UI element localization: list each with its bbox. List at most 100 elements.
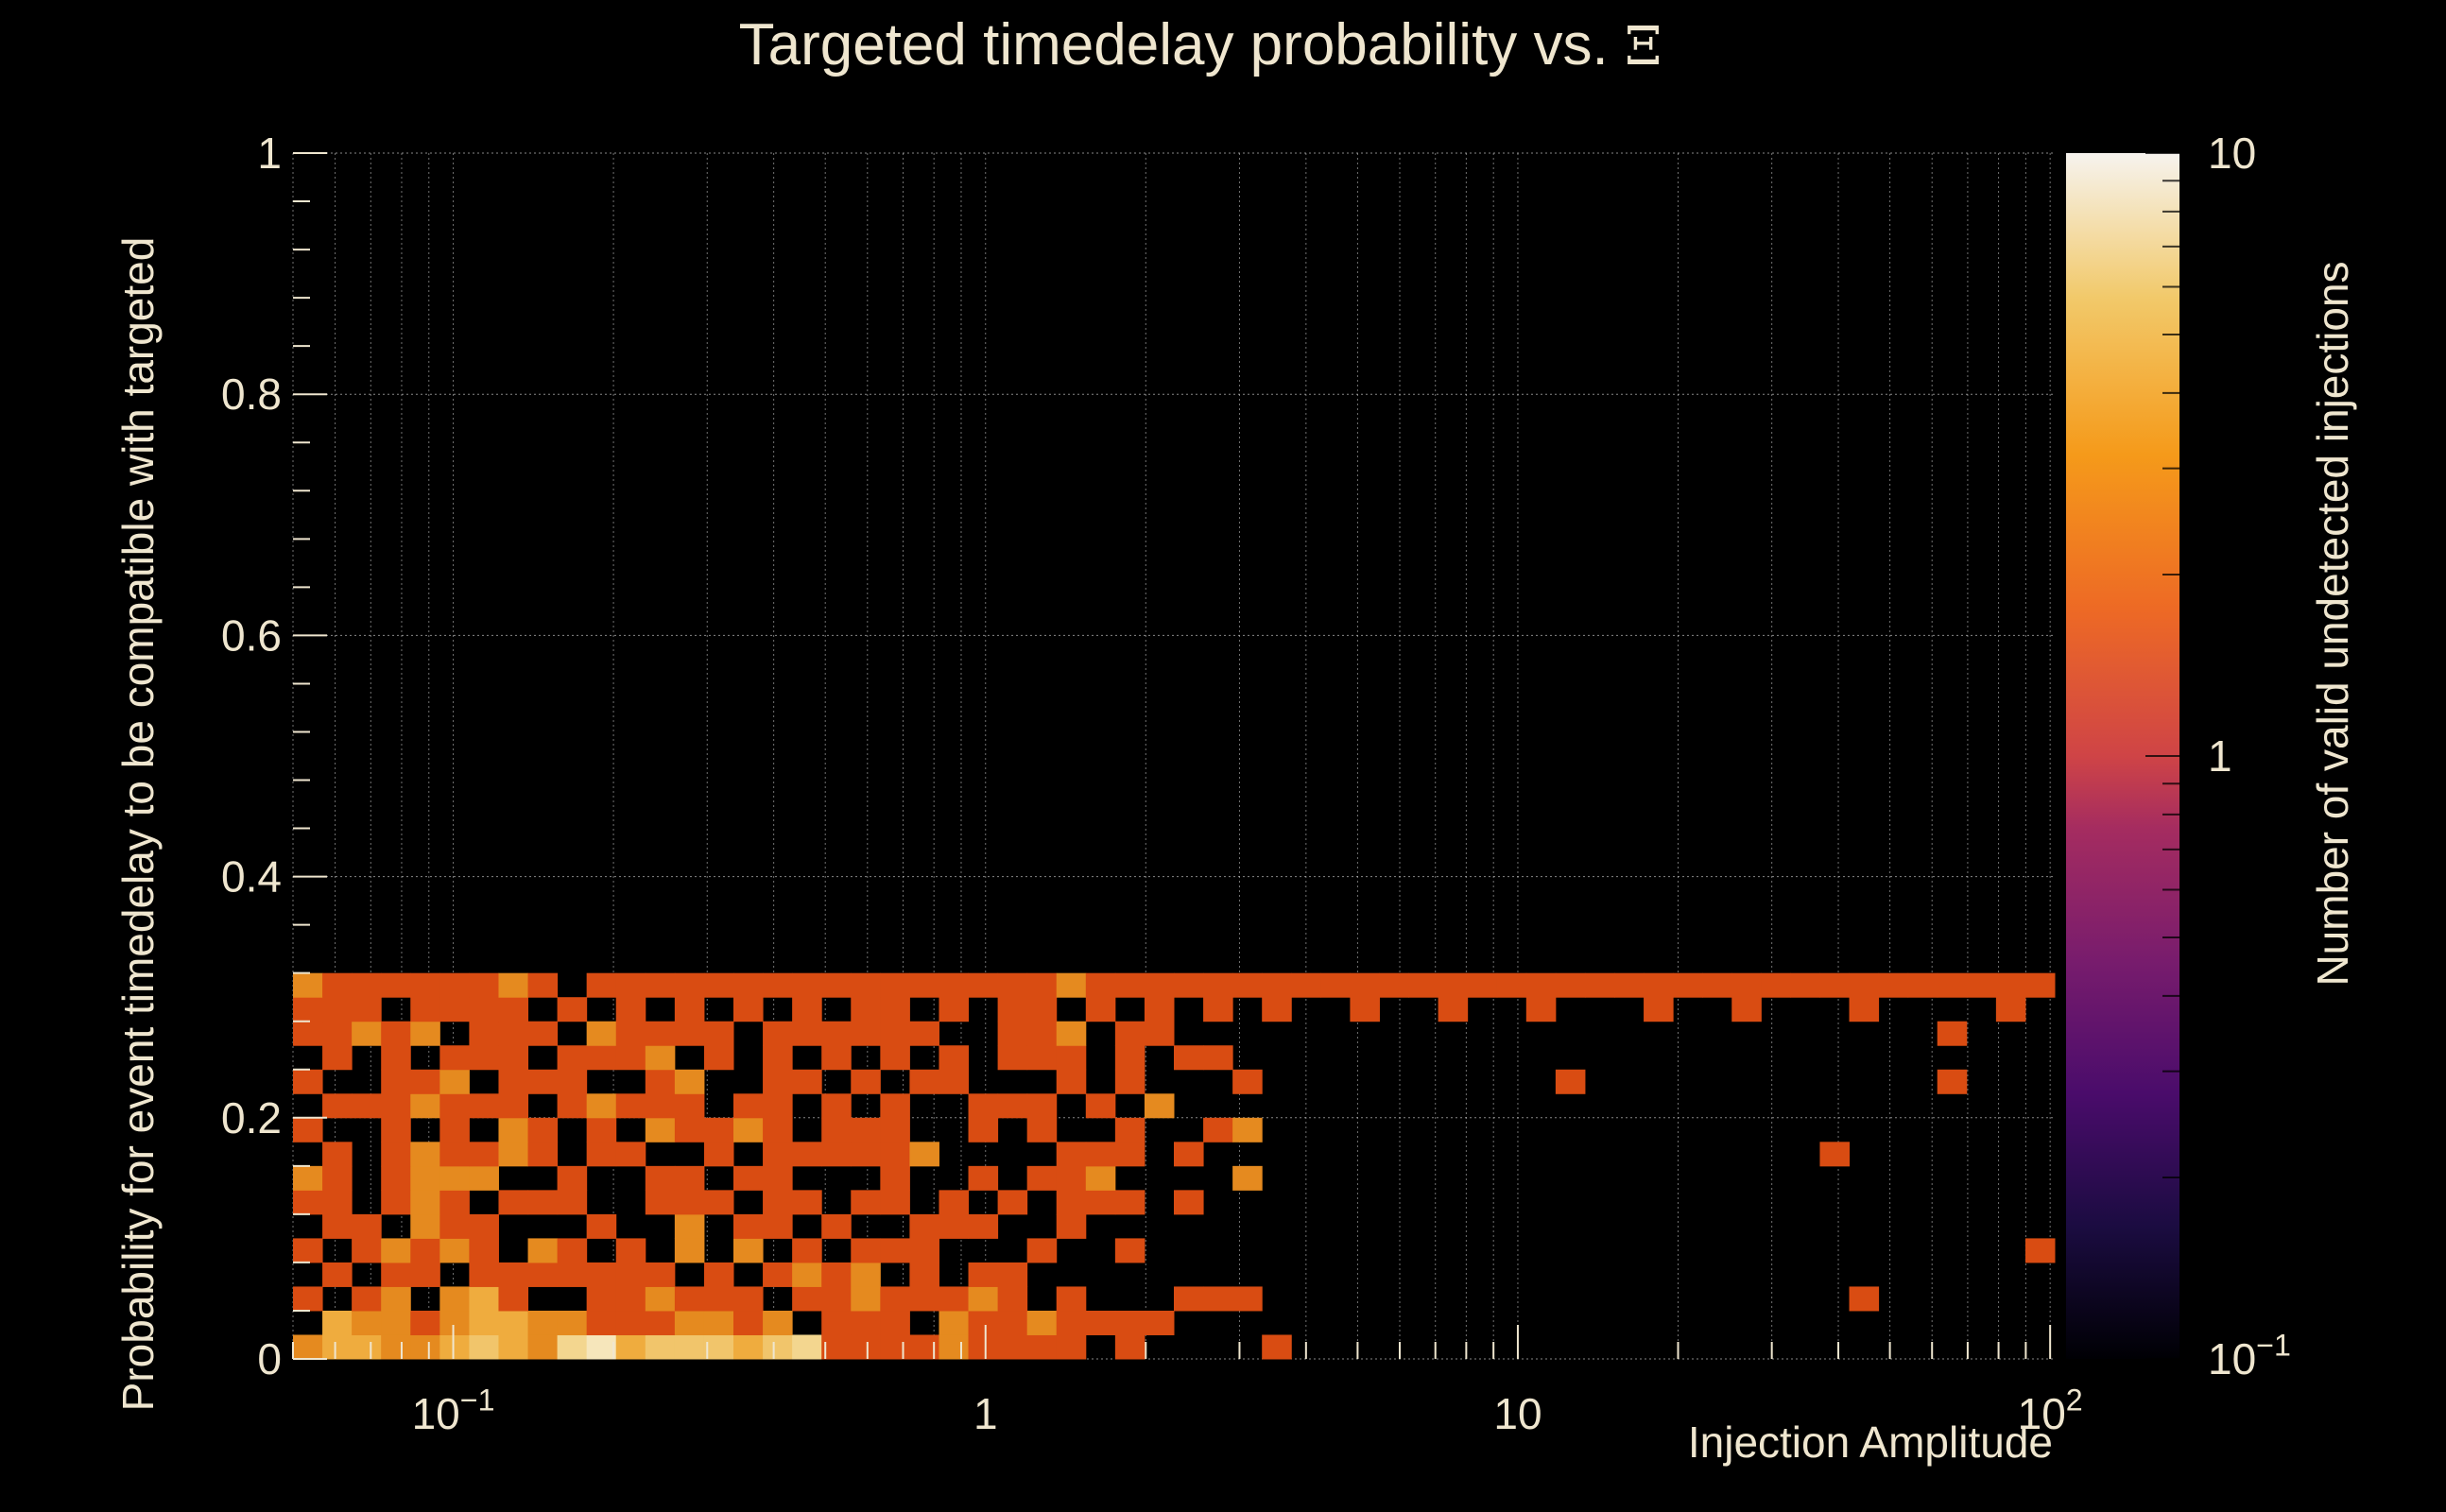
heatmap-cell [703,1262,734,1287]
heatmap-cell [469,1021,499,1046]
heatmap-cell [293,1117,323,1143]
heatmap-cell [439,1142,470,1167]
heatmap-cell [645,1190,676,1215]
heatmap-cell [293,1334,323,1360]
heatmap-cell [1026,1117,1058,1143]
heatmap-cell [733,1310,764,1335]
heatmap-cell [1056,1165,1087,1191]
heatmap-cell [1849,1286,1880,1312]
heatmap-cell [1379,972,1410,998]
heatmap-cell [469,1286,499,1312]
heatmap-cell [293,1165,323,1191]
heatmap-cell [498,1190,529,1215]
x-tick-label-exp: 2 [2066,1383,2083,1418]
heatmap-cell [527,1069,559,1094]
heatmap-cell [763,1021,793,1046]
heatmap-cell [733,997,764,1022]
heatmap-cell [792,1069,822,1094]
heatmap-cell [1056,1334,1087,1360]
heatmap-cell [498,1045,529,1071]
heatmap-cell [586,1093,617,1119]
heatmap-cell [1849,997,1880,1022]
heatmap-cell [1114,1021,1145,1046]
heatmap-cell [997,1310,1028,1335]
heatmap-cell [557,1045,588,1071]
heatmap-cell [645,1021,676,1046]
heatmap-cell [703,1190,734,1215]
heatmap-cell [997,1190,1028,1215]
heatmap-cell [381,1165,411,1191]
heatmap-cell [763,1165,793,1191]
colorbar-label: Number of valid undetected injections [2308,261,2357,986]
heatmap-cell [527,972,559,998]
heatmap-cell [410,1142,440,1167]
heatmap-cell [703,1286,734,1312]
heatmap-cell [1438,997,1469,1022]
heatmap-cell [557,1262,588,1287]
heatmap-cell [1232,1117,1263,1143]
heatmap-cell [1584,972,1615,998]
heatmap-cell [498,1286,529,1312]
heatmap-cell [880,972,910,998]
heatmap-cell [381,1238,411,1263]
heatmap-cell [1262,972,1292,998]
heatmap-cell [1203,997,1233,1022]
y-tick-label: 0 [257,1334,282,1383]
heatmap-cell [1056,1190,1087,1215]
heatmap-cell [880,1238,910,1263]
heatmap-cell [1056,1021,1087,1046]
heatmap-cell [939,1286,970,1312]
heatmap-cell [821,1262,852,1287]
heatmap-cell [792,1190,822,1215]
heatmap-cell [586,1262,617,1287]
heatmap-cell [1144,1021,1175,1046]
heatmap-cell [733,1213,764,1239]
colorbar-tick-label-base: 10 [2208,1334,2256,1383]
heatmap-cell [968,1310,999,1335]
heatmap-cell [352,1213,382,1239]
heatmap-cell [880,1045,910,1071]
heatmap-cells [293,972,2056,1360]
heatmap-cell [322,1045,353,1071]
heatmap-cell [439,1069,470,1094]
heatmap-cell [1761,972,1791,998]
heatmap-cell [439,1190,470,1215]
heatmap-cell [469,997,499,1022]
heatmap-cell [469,1093,499,1119]
heatmap-cell [703,972,734,998]
heatmap-cell [615,1310,646,1335]
heatmap-cell [381,1190,411,1215]
heatmap-cell [352,972,382,998]
heatmap-cell [557,1238,588,1263]
heatmap-cell [968,1213,999,1239]
heatmap-cell [763,1190,793,1215]
heatmap-cell [439,1238,470,1263]
heatmap-cell [1232,1165,1263,1191]
heatmap-cell [322,1334,353,1360]
heatmap-cell [410,1262,440,1287]
heatmap-cell [1350,972,1380,998]
heatmap-cell [733,1238,764,1263]
heatmap-cell [792,1238,822,1263]
heatmap-cell [1174,1142,1204,1167]
heatmap-cell [851,1262,881,1287]
heatmap-cell [968,1334,999,1360]
heatmap-cell [645,1262,676,1287]
heatmap-cell [674,1190,705,1215]
heatmap-cell [851,972,881,998]
heatmap-cell [792,1142,822,1167]
heatmap-cell [322,972,353,998]
heatmap-cell [469,1238,499,1263]
heatmap-cell [1174,1045,1204,1071]
heatmap-cell [527,1142,559,1167]
heatmap-cell [469,1262,499,1287]
heatmap-cell [703,1021,734,1046]
heatmap-cell [615,997,646,1022]
heatmap-cell [527,1238,559,1263]
heatmap-cell [381,1021,411,1046]
heatmap-cell [880,1165,910,1191]
heatmap-cell [1144,1310,1175,1335]
heatmap-cell [792,1286,822,1312]
heatmap-cell [322,1093,353,1119]
heatmap-cell [674,1093,705,1119]
